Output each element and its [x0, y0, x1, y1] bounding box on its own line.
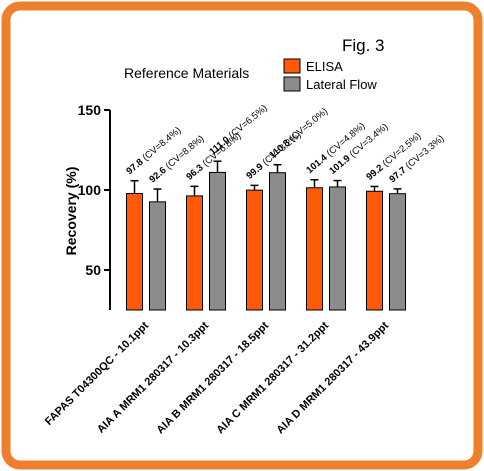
y-tick-label-50: 50	[85, 262, 101, 278]
bar-elisa-3	[246, 189, 263, 311]
bar-elisa-1	[126, 193, 143, 311]
bar-elisa-2	[186, 195, 203, 311]
legend: ELISA Lateral Flow	[283, 58, 377, 92]
bar-lateral-flow-1	[149, 201, 166, 311]
bar-lateral-flow-4	[329, 186, 346, 311]
y-tick-label-100: 100	[78, 182, 102, 198]
y-tick-label-150: 150	[78, 102, 102, 118]
bar-elisa-5	[366, 190, 383, 311]
figure-label: Fig. 3	[342, 36, 385, 55]
legend-swatch-lateral-flow	[283, 76, 301, 92]
bar-lateral-flow-5	[389, 193, 406, 311]
bar-elisa-4	[306, 187, 323, 311]
category-label-2: AIA A MRM1 280317 - 10.3ppt	[95, 319, 211, 435]
legend-label-lateral-flow: Lateral Flow	[306, 77, 377, 92]
y-axis-label: Recovery (%)	[63, 167, 79, 256]
legend-label-elisa: ELISA	[306, 59, 343, 74]
category-label-5: AIA D MRM1 280317 - 43.9ppt	[274, 319, 391, 436]
bar-lateral-flow-2	[209, 171, 226, 311]
category-label-1: FAPAS T04300QC - 10.1ppt	[43, 319, 151, 427]
bar-lateral-flow-3	[269, 172, 286, 311]
legend-swatch-elisa	[283, 58, 301, 74]
category-label-4: AIA C MRM1 280317 - 31.2ppt	[214, 319, 331, 436]
category-label-3: AIA B MRM1 280317 - 18.5ppt	[154, 319, 271, 436]
chart-title: Reference Materials	[124, 65, 249, 81]
data-label-lateral-flow-2: 111.0 (CV=6.5%)	[207, 103, 269, 158]
data-label-elisa-1: 97.8 (CV=8.4%)	[124, 125, 183, 177]
